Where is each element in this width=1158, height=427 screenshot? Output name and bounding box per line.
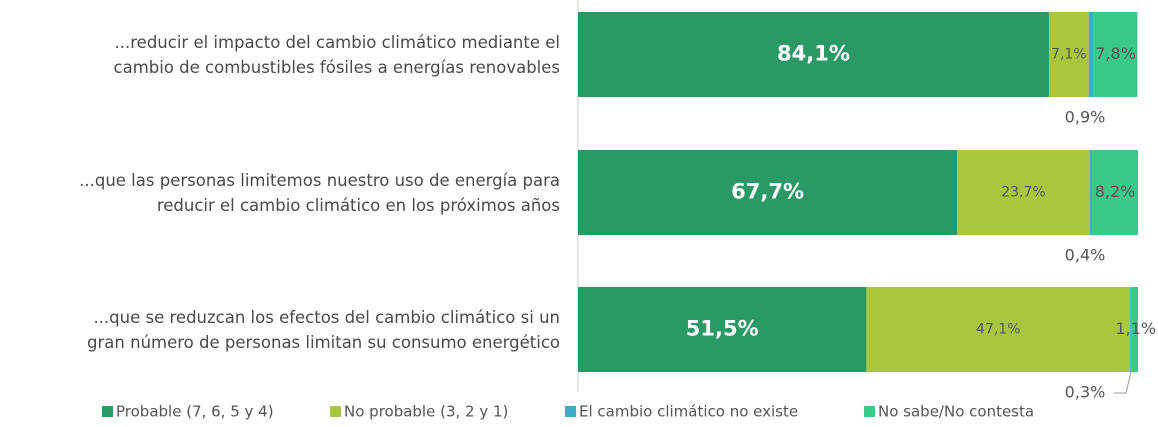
value-label: 84,1% (777, 42, 850, 66)
bar-segment (1130, 287, 1132, 372)
legend-label: No probable (3, 2 y 1) (344, 403, 508, 421)
value-label: 0,9% (1065, 108, 1106, 127)
value-label: 23,7% (1001, 185, 1045, 201)
bar-segment (1093, 12, 1138, 97)
legend-swatch (565, 406, 576, 417)
value-label: 7,1% (1051, 47, 1087, 63)
value-label: 7,8% (1095, 44, 1136, 63)
legend-label: Probable (7, 6, 5 y 4) (116, 403, 274, 421)
category-label: ...reducir el impacto del cambio climáti… (113, 32, 560, 77)
category-label: ...que las personas limitemos nuestro us… (79, 170, 560, 215)
value-label: 0,4% (1065, 246, 1106, 265)
bar-segment (578, 150, 958, 235)
legend-swatch (864, 406, 875, 417)
leader-line (1114, 371, 1132, 394)
value-label: 47,1% (976, 322, 1020, 338)
bar-segment (1131, 287, 1138, 372)
legend-swatch (102, 406, 113, 417)
value-label: 1,1% (1115, 319, 1156, 338)
value-label: 51,5% (686, 317, 759, 341)
legend-swatch (330, 406, 341, 417)
bar-segment (866, 287, 1131, 372)
value-label: 67,7% (731, 180, 804, 204)
bar-segment (957, 150, 1090, 235)
value-label: 0,3% (1065, 383, 1106, 402)
bar-segment (1092, 150, 1138, 235)
bar-segment (1048, 12, 1089, 97)
bar-segment (578, 12, 1049, 97)
bar-segment (1089, 150, 1093, 235)
category-label: ...que se reduzcan los efectos del cambi… (87, 307, 560, 352)
bar-segment (1088, 12, 1094, 97)
legend-label: El cambio climático no existe (579, 403, 798, 421)
bar-segment (578, 287, 867, 372)
value-label: 8,2% (1095, 182, 1136, 201)
legend-label: No sabe/No contesta (878, 403, 1034, 421)
